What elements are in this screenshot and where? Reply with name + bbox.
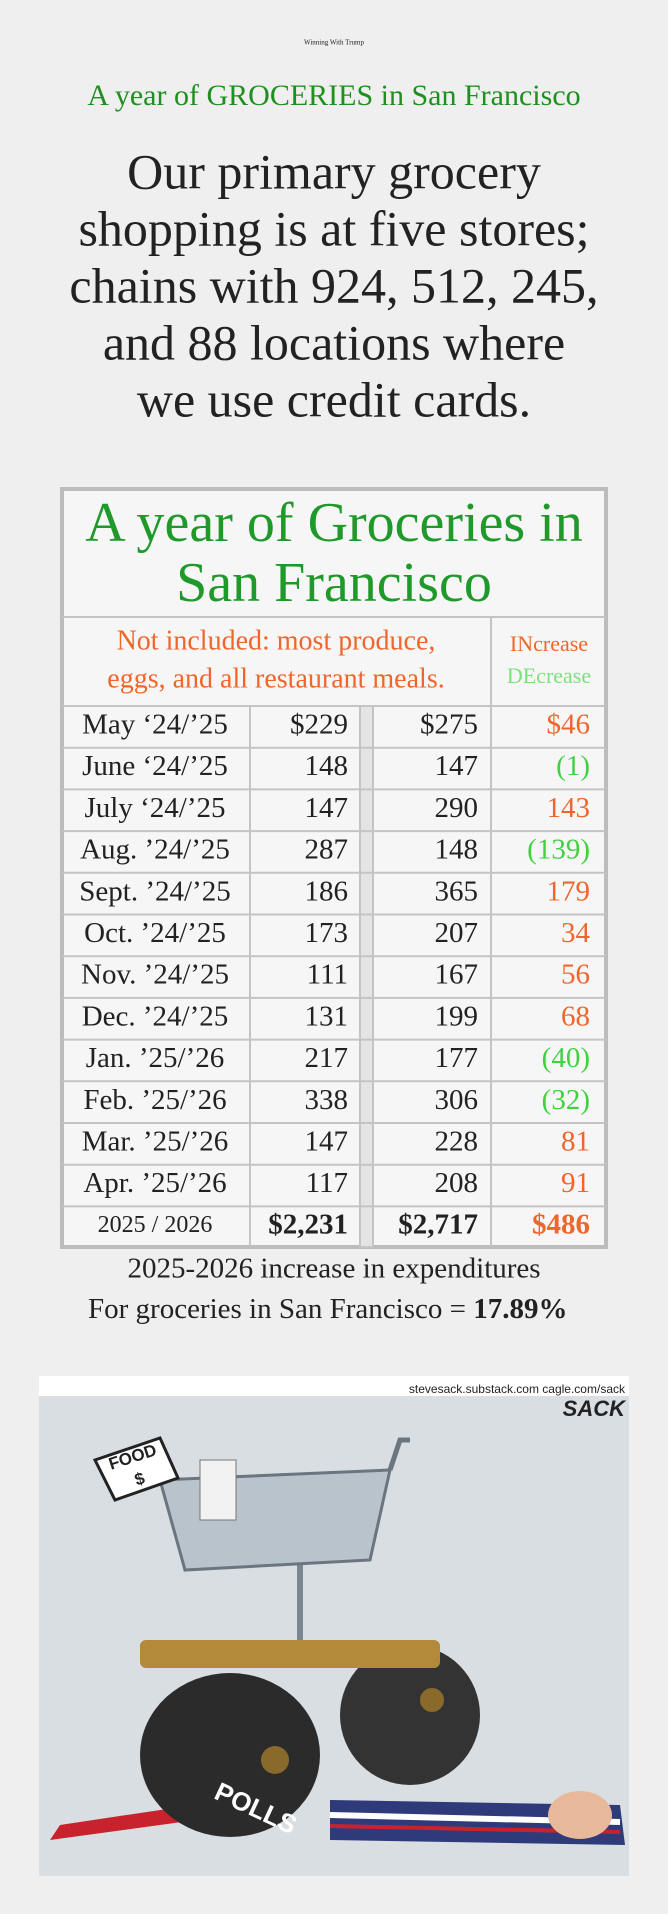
summary-prefix: For groceries in San Francisco = bbox=[88, 1293, 473, 1325]
cell-value: 365 bbox=[435, 875, 479, 907]
cell-value: 186 bbox=[305, 875, 349, 907]
cell-value: 143 bbox=[547, 792, 591, 824]
table-title: A year of Groceries in bbox=[85, 492, 583, 554]
cart-basket bbox=[158, 1468, 392, 1572]
price-tag bbox=[92, 1436, 181, 1502]
cartoon: stevesack.substack.com cagle.com/sack SA… bbox=[39, 1376, 629, 1876]
total-label: 2025 / 2026 bbox=[98, 1212, 213, 1238]
table-gap bbox=[359, 705, 374, 1248]
site-title: Winning With Trump bbox=[304, 39, 364, 47]
table-note: Not included: most produce, bbox=[117, 625, 436, 656]
table-frame bbox=[60, 487, 608, 1249]
total-value: $2,231 bbox=[268, 1208, 348, 1240]
summary-value: 17.89% bbox=[473, 1293, 567, 1325]
cell-value: $229 bbox=[290, 709, 348, 741]
legend-decrease: DEcrease bbox=[507, 663, 591, 688]
total-value: $2,717 bbox=[398, 1208, 478, 1240]
cell-value: 167 bbox=[435, 959, 479, 991]
table-note: eggs, and all restaurant meals. bbox=[107, 663, 444, 694]
intro-line: shopping is at five stores; bbox=[78, 200, 589, 256]
cell-value: (139) bbox=[527, 834, 590, 866]
table-body: May ‘24/’25 $229 $275 $46 June ‘24/’25 148 147… bbox=[62, 709, 606, 1240]
page-title: A year of GROCERIES in San Francisco bbox=[87, 79, 580, 112]
milk bbox=[199, 1459, 237, 1521]
cart-handle bbox=[387, 1437, 410, 1471]
cell-value: 228 bbox=[435, 1126, 479, 1158]
face bbox=[548, 1791, 612, 1839]
row-label: Feb. ’25/’26 bbox=[83, 1084, 226, 1116]
cell-value: 34 bbox=[561, 917, 591, 949]
row-label: Sept. ’24/’25 bbox=[79, 875, 230, 907]
axle bbox=[261, 1746, 289, 1774]
cell-value: (1) bbox=[556, 750, 590, 782]
row-label: Mar. ’25/’26 bbox=[82, 1126, 229, 1158]
row-label: Dec. ’24/’25 bbox=[82, 1000, 229, 1032]
cell-value: 173 bbox=[305, 917, 349, 949]
cell-value: 147 bbox=[305, 792, 349, 824]
cell-value: 290 bbox=[435, 792, 479, 824]
intro-line: we use credit cards. bbox=[137, 371, 531, 427]
intro-line: Our primary grocery bbox=[127, 143, 541, 199]
axle bbox=[420, 1688, 444, 1712]
table-title: San Francisco bbox=[176, 552, 492, 614]
cell-value: 338 bbox=[305, 1084, 349, 1116]
cell-value: (40) bbox=[542, 1042, 590, 1074]
cell-value: 147 bbox=[435, 750, 479, 782]
roller-frame bbox=[140, 1640, 440, 1668]
row-label: Aug. ’24/’25 bbox=[80, 834, 230, 866]
cell-value: 208 bbox=[435, 1167, 479, 1199]
cell-value: 287 bbox=[305, 834, 349, 866]
cell-value: 148 bbox=[305, 750, 349, 782]
cell-value: 207 bbox=[435, 917, 479, 949]
row-label: Nov. ’24/’25 bbox=[81, 959, 229, 991]
cell-value: 148 bbox=[435, 834, 479, 866]
row-label: July ‘24/’25 bbox=[85, 792, 226, 824]
cell-value: 56 bbox=[561, 959, 590, 991]
cartoon-banner bbox=[39, 1376, 629, 1396]
cell-value: 199 bbox=[435, 1000, 479, 1032]
cell-value: 179 bbox=[547, 875, 591, 907]
cell-value: (32) bbox=[542, 1084, 590, 1116]
cell-value: 306 bbox=[435, 1084, 479, 1116]
cartoon-credit: stevesack.substack.com cagle.com/sack bbox=[409, 1382, 626, 1396]
cell-value: 68 bbox=[561, 1000, 590, 1032]
roller bbox=[140, 1673, 320, 1837]
cell-value: 131 bbox=[305, 1000, 349, 1032]
cell-value: 177 bbox=[435, 1042, 479, 1074]
intro-line: chains with 924, 512, 245, bbox=[69, 257, 598, 313]
summary-line: 2025-2026 increase in expenditures bbox=[127, 1253, 540, 1285]
row-label: May ‘24/’25 bbox=[82, 709, 228, 741]
cell-value: $275 bbox=[420, 709, 478, 741]
intro-line: and 88 locations where bbox=[103, 314, 565, 370]
cell-value: 217 bbox=[305, 1042, 349, 1074]
row-label: Oct. ’24/’25 bbox=[84, 917, 226, 949]
row-label: Apr. ’25/’26 bbox=[83, 1167, 226, 1199]
cell-value: 147 bbox=[305, 1126, 349, 1158]
cell-value: $46 bbox=[547, 709, 591, 741]
row-label: June ‘24/’25 bbox=[82, 750, 228, 782]
total-value: $486 bbox=[532, 1208, 590, 1240]
row-label: Jan. ’25/’26 bbox=[86, 1042, 225, 1074]
legend-increase: INcrease bbox=[510, 631, 588, 656]
summary-line: For groceries in San Francisco = 17.89% bbox=[88, 1293, 567, 1325]
cell-value: 117 bbox=[306, 1167, 348, 1199]
cartoon-signature: SACK bbox=[563, 1396, 627, 1421]
roller bbox=[340, 1645, 480, 1785]
cell-value: 111 bbox=[307, 959, 348, 991]
cell-value: 81 bbox=[561, 1126, 590, 1158]
cell-value: 91 bbox=[561, 1167, 590, 1199]
